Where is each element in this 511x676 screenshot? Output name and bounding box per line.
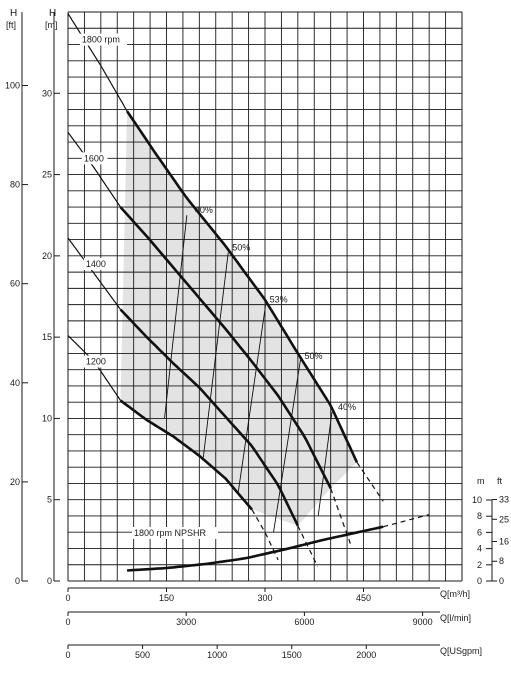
h-m-tick-label: 5 [47, 495, 52, 505]
q-lmin-tick-label: 6000 [294, 617, 314, 627]
h-m-tick-label: 25 [42, 170, 52, 180]
npsh-m-axis-label: m [477, 476, 485, 486]
efficiency-line [273, 359, 301, 533]
h-ft-tick-label: 80 [10, 180, 20, 190]
h-ft-axis-unit: [ft] [6, 20, 16, 30]
head-curve [119, 399, 253, 511]
curve-label: 1800 rpm [82, 35, 120, 45]
npsh-m-tick-label: 4 [477, 544, 482, 554]
h-m-tick-label: 30 [42, 88, 52, 98]
npsh-ft-axis-label: ft [497, 476, 503, 486]
curve-label: 1200 [86, 357, 106, 367]
npshr-label-bg [132, 527, 218, 539]
q-usgpm-tick-label: 1500 [282, 650, 302, 660]
npshr-label: 1800 rpm NPSHR [134, 528, 207, 538]
h-m-tick-label: 15 [42, 332, 52, 342]
h-m-tick-label: 0 [47, 576, 52, 586]
efficiency-line [317, 411, 333, 517]
q-lmin-tick-label: 3000 [176, 617, 196, 627]
efficiency-label: 40% [195, 205, 213, 215]
npsh-m-tick-label: 0 [477, 576, 482, 586]
curve-label-bg [83, 257, 110, 270]
q-lmin-tick-label: 0 [65, 617, 70, 627]
q-usgpm-tick-label: 1000 [207, 650, 227, 660]
npsh-ft-tick-label: 33 [499, 495, 509, 505]
h-ft-tick-label: 0 [15, 576, 20, 586]
q-lmin-tick-label: 9000 [413, 617, 433, 627]
npsh-ft-tick-label: 16 [499, 536, 509, 546]
efficiency-label: 40% [338, 402, 356, 412]
npsh-m-tick-label: 8 [477, 511, 482, 521]
head-curve-thin [67, 237, 121, 310]
q-m3h-tick-label: 150 [159, 593, 174, 603]
head-curve-thin [67, 131, 122, 208]
curve-label-bg [79, 33, 128, 46]
efficiency-label: 50% [304, 351, 322, 361]
head-curve-thin [67, 13, 128, 112]
head-curve-thin [67, 335, 122, 401]
head-curve [119, 308, 299, 527]
h-ft-tick-label: 100 [5, 80, 20, 90]
npsh-ft-tick-label: 0 [499, 576, 504, 586]
q-m3h-tick-label: 300 [257, 593, 272, 603]
q-usgpm-tick-label: 0 [65, 650, 70, 660]
h-ft-axis-label: H [10, 8, 17, 19]
npshr-curve-dashed [383, 514, 430, 528]
h-m-axis-label: H [49, 8, 56, 19]
head-curve [126, 110, 359, 463]
npsh-m-tick-label: 10 [472, 495, 482, 505]
q-usgpm-axis-label: Q[USgpm] [440, 646, 482, 656]
npsh-m-tick-label: 2 [477, 560, 482, 570]
h-ft-tick-label: 20 [10, 477, 20, 487]
h-ft-tick-label: 40 [10, 378, 20, 388]
h-m-tick-label: 10 [42, 413, 52, 423]
efficiency-label: 53% [270, 295, 288, 305]
h-ft-tick-label: 60 [10, 279, 20, 289]
curve-label-bg [81, 152, 108, 165]
npsh-ft-tick-label: 8 [499, 556, 504, 566]
head-curve-dashed [356, 461, 384, 502]
q-m3h-axis-label: Q[m³/h] [440, 589, 470, 599]
curve-label: 1400 [86, 259, 106, 269]
operating-region [120, 111, 357, 526]
head-curve [119, 206, 332, 489]
curve-label-bg [83, 355, 110, 368]
h-m-tick-label: 20 [42, 251, 52, 261]
q-m3h-tick-label: 450 [356, 593, 371, 603]
efficiency-line [164, 215, 188, 419]
npsh-ft-tick-label: 25 [499, 514, 509, 524]
efficiency-line [202, 252, 229, 458]
efficiency-label: 50% [232, 243, 250, 253]
npsh-m-tick-label: 6 [477, 527, 482, 537]
q-m3h-tick-label: 0 [65, 593, 70, 603]
q-usgpm-tick-label: 500 [135, 650, 150, 660]
npshr-curve [127, 525, 384, 572]
h-m-axis-unit: [m] [45, 20, 58, 30]
head-curve-dashed [297, 525, 319, 567]
q-usgpm-tick-label: 2000 [356, 650, 376, 660]
curve-label: 1600 [84, 153, 104, 163]
q-lmin-axis-label: Q[l/min] [440, 613, 471, 623]
efficiency-line [237, 304, 267, 494]
